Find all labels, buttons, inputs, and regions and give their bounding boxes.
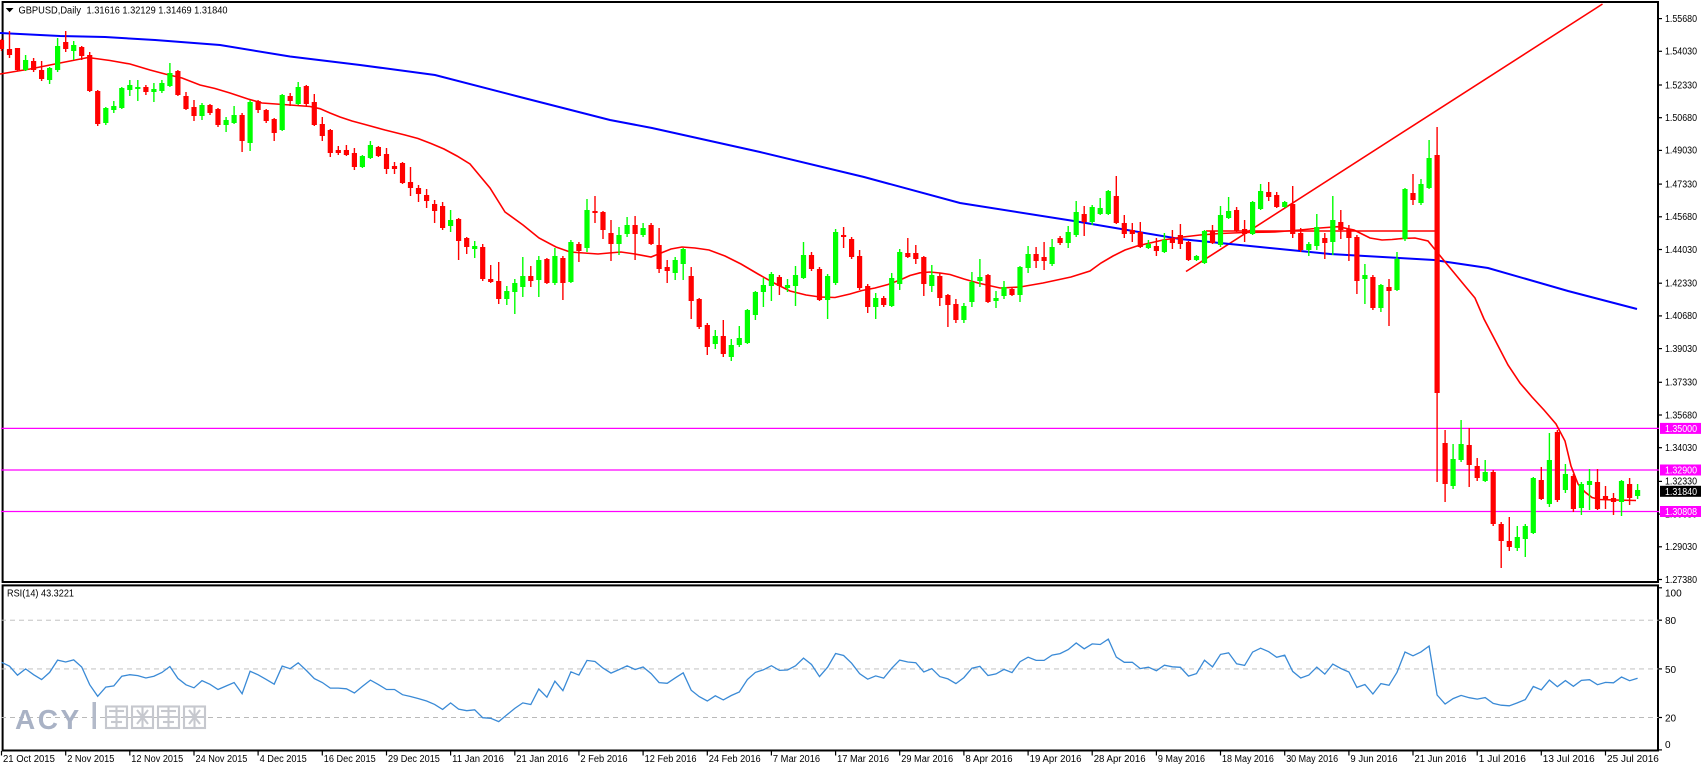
svg-text:12 Nov 2015: 12 Nov 2015 bbox=[131, 754, 183, 765]
svg-text:4 Dec 2015: 4 Dec 2015 bbox=[260, 754, 308, 765]
svg-text:21 Jun 2016: 21 Jun 2016 bbox=[1415, 754, 1467, 765]
svg-text:21 Oct 2015: 21 Oct 2015 bbox=[3, 754, 55, 765]
svg-text:28 Apr 2016: 28 Apr 2016 bbox=[1094, 754, 1146, 765]
svg-text:100: 100 bbox=[1665, 589, 1682, 600]
svg-text:1.39030: 1.39030 bbox=[1665, 344, 1698, 355]
svg-text:9 May 2016: 9 May 2016 bbox=[1158, 754, 1206, 765]
svg-text:29 Dec 2015: 29 Dec 2015 bbox=[388, 754, 440, 765]
svg-text:1.34030: 1.34030 bbox=[1665, 443, 1698, 454]
svg-text:GBPUSD,Daily: GBPUSD,Daily bbox=[19, 6, 82, 17]
svg-text:1.49030: 1.49030 bbox=[1665, 146, 1698, 157]
svg-text:11 Jan 2016: 11 Jan 2016 bbox=[452, 754, 504, 765]
svg-text:21 Jan 2016: 21 Jan 2016 bbox=[516, 754, 568, 765]
svg-text:30 May 2016: 30 May 2016 bbox=[1286, 754, 1338, 765]
svg-text:ACY: ACY bbox=[15, 704, 82, 735]
svg-text:1.52330: 1.52330 bbox=[1665, 80, 1698, 91]
svg-text:1.32900: 1.32900 bbox=[1665, 466, 1697, 477]
svg-text:25 Jul 2016: 25 Jul 2016 bbox=[1607, 754, 1659, 765]
svg-text:1.50680: 1.50680 bbox=[1665, 113, 1698, 124]
svg-text:2 Nov 2015: 2 Nov 2015 bbox=[67, 754, 115, 765]
svg-text:20: 20 bbox=[1665, 714, 1677, 725]
svg-text:1.35000: 1.35000 bbox=[1665, 424, 1697, 435]
svg-text:80: 80 bbox=[1665, 616, 1677, 627]
svg-text:1.37330: 1.37330 bbox=[1665, 378, 1698, 389]
svg-text:50: 50 bbox=[1665, 665, 1677, 676]
svg-text:1.31616 1.32129 1.31469 1.3184: 1.31616 1.32129 1.31469 1.31840 bbox=[87, 6, 228, 17]
svg-text:24 Nov 2015: 24 Nov 2015 bbox=[196, 754, 248, 765]
svg-text:8 Apr 2016: 8 Apr 2016 bbox=[965, 754, 1013, 765]
svg-text:1.30808: 1.30808 bbox=[1665, 507, 1697, 518]
svg-text:1 Jul 2016: 1 Jul 2016 bbox=[1479, 754, 1527, 765]
svg-text:24 Feb 2016: 24 Feb 2016 bbox=[709, 754, 761, 765]
svg-text:1.31840: 1.31840 bbox=[1665, 487, 1697, 498]
svg-text:RSI(14) 43.3221: RSI(14) 43.3221 bbox=[7, 589, 74, 600]
svg-text:1.55680: 1.55680 bbox=[1665, 14, 1698, 25]
svg-text:9 Jun 2016: 9 Jun 2016 bbox=[1350, 754, 1398, 765]
svg-text:7 Mar 2016: 7 Mar 2016 bbox=[773, 754, 821, 765]
svg-text:1.40680: 1.40680 bbox=[1665, 311, 1698, 322]
svg-text:1.29030: 1.29030 bbox=[1665, 542, 1698, 553]
svg-text:2 Feb 2016: 2 Feb 2016 bbox=[580, 754, 628, 765]
svg-text:0: 0 bbox=[1665, 740, 1671, 751]
svg-text:17 Mar 2016: 17 Mar 2016 bbox=[837, 754, 889, 765]
svg-text:19 Apr 2016: 19 Apr 2016 bbox=[1030, 754, 1082, 765]
svg-text:1.54030: 1.54030 bbox=[1665, 47, 1698, 58]
svg-text:18 May 2016: 18 May 2016 bbox=[1222, 754, 1274, 765]
svg-text:1.47330: 1.47330 bbox=[1665, 179, 1698, 190]
svg-text:12 Feb 2016: 12 Feb 2016 bbox=[645, 754, 697, 765]
svg-text:29 Mar 2016: 29 Mar 2016 bbox=[901, 754, 953, 765]
svg-text:1.44030: 1.44030 bbox=[1665, 245, 1698, 256]
svg-text:13 Jul 2016: 13 Jul 2016 bbox=[1543, 754, 1595, 765]
svg-text:16 Dec 2015: 16 Dec 2015 bbox=[324, 754, 376, 765]
svg-text:1.45680: 1.45680 bbox=[1665, 212, 1698, 223]
svg-text:1.42330: 1.42330 bbox=[1665, 279, 1698, 290]
svg-text:1.35680: 1.35680 bbox=[1665, 410, 1698, 421]
svg-text:1.32330: 1.32330 bbox=[1665, 477, 1698, 488]
svg-text:1.27380: 1.27380 bbox=[1665, 575, 1698, 586]
